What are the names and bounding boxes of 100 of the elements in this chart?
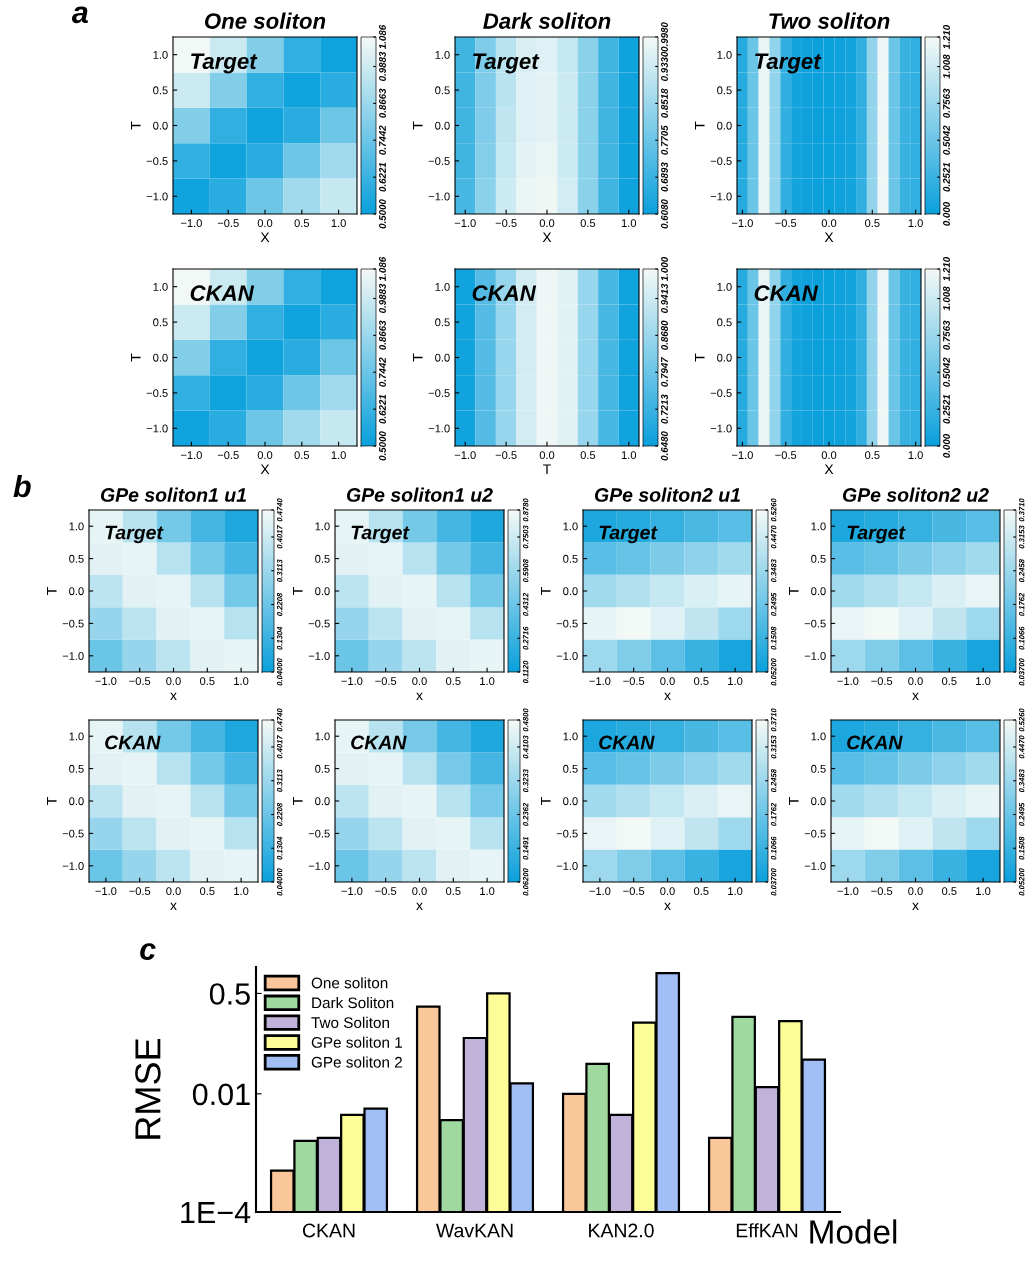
x-tick-label: 0.0 bbox=[821, 219, 837, 228]
annotation: Target bbox=[599, 525, 658, 544]
x-tick-label: −1.0 bbox=[454, 451, 476, 460]
x-tick-label: 0.5 bbox=[694, 887, 709, 896]
y-axis-title: T bbox=[292, 587, 303, 595]
text: c bbox=[140, 943, 156, 960]
color-bar-label: 0.6480 bbox=[661, 431, 668, 461]
y-tick-label: −0.5 bbox=[308, 829, 330, 838]
color-bar-label: 1.008 bbox=[943, 54, 950, 79]
y-tick-label: −1.0 bbox=[804, 862, 826, 870]
y-tick-label: 0.5 bbox=[563, 764, 578, 773]
text: a bbox=[71, 6, 88, 24]
text: b bbox=[13, 474, 31, 498]
y-tick-label: −0.5 bbox=[308, 619, 330, 628]
y-tick-label: −1.0 bbox=[428, 192, 450, 201]
y-tick-label: 0.0 bbox=[717, 121, 732, 130]
x-axis-title: Model bbox=[810, 1219, 897, 1244]
x-tick-label: 0.0 bbox=[257, 219, 273, 228]
color-bar-label: 0.9330 bbox=[661, 51, 668, 81]
legend-label: GPe soliton 1 bbox=[311, 1036, 402, 1048]
x-axis-title: X bbox=[260, 464, 270, 475]
y-tick-label: −1.0 bbox=[710, 192, 732, 201]
x-tick-label: 0.5 bbox=[865, 219, 880, 228]
chart-title: Dark soliton bbox=[483, 12, 611, 29]
x-tick-label: −0.5 bbox=[871, 887, 893, 896]
x-axis-title: X bbox=[824, 464, 834, 475]
x-tick-label: −0.5 bbox=[775, 451, 797, 460]
y-tick-label: −1.0 bbox=[556, 862, 578, 870]
y-tick-label: 0.0 bbox=[69, 587, 84, 596]
color-bar-label: 1.210 bbox=[943, 24, 950, 50]
legend-label: Two Soliton bbox=[311, 1016, 389, 1029]
chart-title: Two soliton bbox=[769, 12, 890, 29]
x-tick-label: 1.0 bbox=[480, 677, 495, 686]
x-tick-label: −0.5 bbox=[623, 677, 645, 686]
color-bar-label: 0.2521 bbox=[943, 162, 950, 192]
y-tick-label: 1.0 bbox=[69, 732, 84, 741]
x-tick-label: 1.0 bbox=[621, 219, 637, 228]
y-tick-label: 0.5 bbox=[153, 318, 168, 327]
x-tick-label: KAN2.0 bbox=[589, 1223, 654, 1238]
y-axis-title: RMSE bbox=[135, 1038, 161, 1139]
y-tick-label: 0.0 bbox=[811, 797, 826, 806]
x-tick-label: 0.5 bbox=[942, 677, 957, 686]
color-bar-label: 0.000 bbox=[943, 201, 950, 226]
y-tick-label: 0.5 bbox=[563, 554, 578, 563]
x-tick-label: 0.0 bbox=[539, 451, 555, 460]
annotation: Target bbox=[473, 53, 540, 74]
x-tick-label: 0.5 bbox=[865, 451, 880, 460]
color-bar-label: 0.000 bbox=[943, 433, 950, 458]
color-bar-label: 0.5000 bbox=[379, 199, 386, 229]
chart-title: GPe soliton1 u2 bbox=[346, 487, 493, 502]
annotation: Target bbox=[191, 53, 258, 74]
x-tick-label: −1.0 bbox=[589, 887, 611, 896]
x-tick-label: 1.0 bbox=[480, 887, 495, 896]
y-tick-label: 0.5 bbox=[69, 554, 84, 563]
x-tick-label: 1.0 bbox=[976, 677, 991, 686]
y-tick-label: 1.0 bbox=[153, 282, 168, 291]
y-tick-label: −1.0 bbox=[308, 652, 330, 660]
x-tick-label: −0.5 bbox=[217, 451, 239, 460]
x-axis-title: x bbox=[416, 902, 423, 911]
x-tick-label: −0.5 bbox=[775, 219, 797, 228]
x-tick-label: 1.0 bbox=[728, 887, 743, 896]
x-tick-label: 0.5 bbox=[200, 887, 215, 896]
annotation: CKAN bbox=[351, 735, 407, 750]
x-tick-label: 0.0 bbox=[412, 887, 427, 896]
chart-title: GPe soliton2 u1 bbox=[594, 487, 740, 502]
y-axis-title: T bbox=[46, 587, 57, 595]
y-tick-label: −0.5 bbox=[428, 157, 450, 166]
x-axis-title: X bbox=[542, 232, 552, 243]
chart-title: GPe soliton2 u2 bbox=[842, 487, 989, 502]
color-bar-label: 0.8663 bbox=[379, 88, 386, 118]
y-tick-label: −1.0 bbox=[428, 424, 450, 433]
legend-label: One soliton bbox=[311, 977, 388, 989]
x-tick-label: 1.0 bbox=[331, 219, 346, 228]
x-tick-label: −0.5 bbox=[129, 677, 151, 686]
annotation: Target bbox=[351, 525, 410, 544]
chart-title: GPe soliton1 u1 bbox=[100, 487, 246, 502]
x-tick-label: −0.5 bbox=[375, 677, 397, 686]
color-bar-label: 0.6893 bbox=[661, 162, 668, 192]
y-tick-label: 0.5 bbox=[209, 983, 250, 1005]
x-tick-label: −1.0 bbox=[731, 451, 753, 460]
color-bar-label: 0.8663 bbox=[379, 320, 386, 350]
color-bar-label: 0.9980 bbox=[661, 22, 668, 52]
x-tick-label: 0.0 bbox=[539, 219, 555, 228]
color-bar-label: 0.7947 bbox=[661, 356, 668, 387]
y-tick-label: −0.5 bbox=[556, 619, 578, 628]
x-axis-title: x bbox=[170, 692, 177, 701]
annotation: Target bbox=[847, 525, 906, 544]
y-tick-label: 0.0 bbox=[563, 587, 578, 596]
x-axis-title: x bbox=[416, 692, 423, 701]
y-tick-label: 0.0 bbox=[315, 587, 330, 596]
legend-label: Dark Soliton bbox=[312, 996, 394, 1009]
y-tick-label: 1.0 bbox=[315, 522, 330, 531]
color-bar-label: 0.7442 bbox=[379, 357, 386, 387]
x-axis-title: X bbox=[260, 232, 270, 243]
y-tick-label: 0.0 bbox=[435, 121, 450, 130]
y-tick-label: 0.5 bbox=[811, 764, 826, 773]
x-axis-title: x bbox=[912, 692, 919, 701]
y-tick-label: 1.0 bbox=[315, 732, 330, 741]
y-tick-label: 1.0 bbox=[563, 522, 578, 531]
x-tick-label: 0.5 bbox=[694, 677, 709, 686]
